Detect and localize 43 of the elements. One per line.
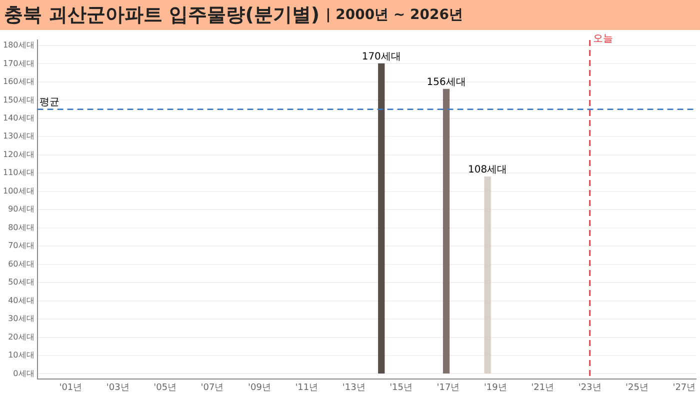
data-label: 108세대 [468, 164, 508, 176]
data-label: 170세대 [362, 51, 401, 62]
x-tick-label: '27년 [672, 382, 696, 393]
ref-line-label: 평균 [39, 96, 60, 108]
bar [442, 88, 450, 374]
x-tick-label: '17년 [436, 382, 460, 393]
x-tick-label: '01년 [59, 382, 82, 393]
x-tick-label: '25년 [626, 382, 648, 393]
y-tick-label: 70세대 [8, 241, 34, 250]
x-tick-label: '23년 [578, 382, 602, 393]
bar [484, 176, 491, 374]
y-tick-label: 150세대 [2, 95, 34, 104]
y-tick-label: 80세대 [8, 222, 34, 232]
y-tick-label: 10세대 [8, 350, 34, 360]
x-tick-label: '21년 [531, 382, 554, 393]
x-tick-label: '07년 [200, 382, 224, 393]
bar [378, 63, 385, 374]
data-label: 156세대 [426, 76, 466, 88]
y-tick-label: 50세대 [8, 278, 34, 287]
y-tick-label: 40세대 [8, 296, 34, 305]
chart-title: 충북 괴산군아파트 입주물량(분기별) [4, 3, 320, 28]
y-tick-label: 170세대 [2, 58, 34, 68]
y-tick-label: 60세대 [8, 259, 34, 268]
ref-line-label: 오늘 [592, 34, 613, 45]
x-tick-label: '15년 [390, 382, 413, 393]
y-tick-label: 120세대 [2, 150, 34, 159]
y-tick-label: 90세대 [8, 204, 34, 214]
x-tick-label: '19년 [484, 382, 507, 393]
chart-subtitle: | 2000년 ~ 2026년 [326, 6, 464, 24]
y-tick-label: 0세대 [13, 368, 34, 378]
x-tick-label: '03년 [106, 382, 130, 393]
x-tick-label: '13년 [342, 382, 366, 393]
y-tick-label: 100세대 [2, 186, 34, 196]
y-tick-label: 130세대 [2, 132, 34, 141]
y-tick-label: 110세대 [2, 168, 34, 178]
x-tick-label: '11년 [295, 382, 318, 393]
x-tick-label: '05년 [154, 382, 177, 393]
y-tick-label: 140세대 [2, 113, 34, 122]
y-tick-label: 30세대 [8, 314, 34, 324]
y-tick-label: 160세대 [2, 77, 34, 86]
y-tick-label: 180세대 [2, 40, 34, 50]
y-tick-label: 20세대 [8, 332, 34, 342]
x-tick-label: '09년 [248, 382, 271, 393]
